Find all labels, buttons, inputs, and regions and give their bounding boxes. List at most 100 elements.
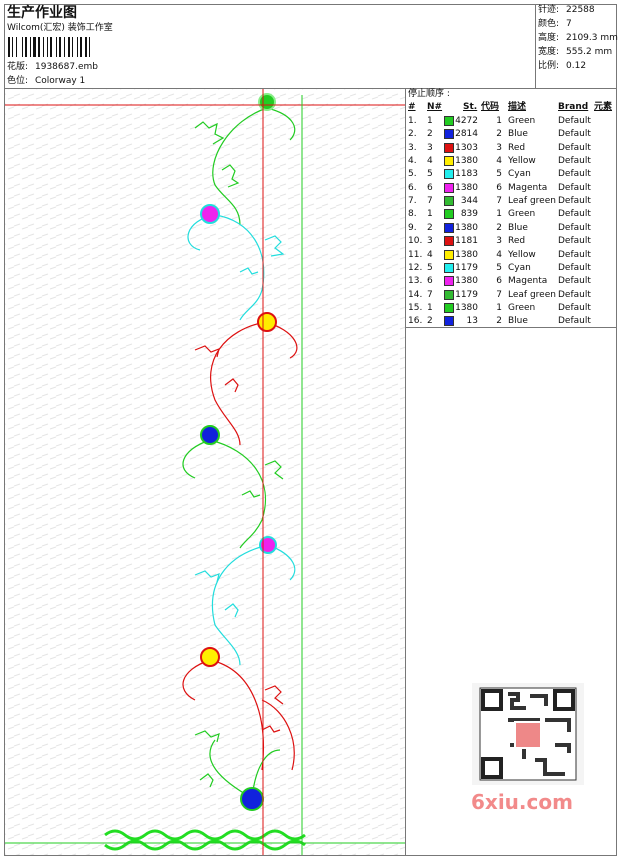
row-stitches: 1380 xyxy=(455,276,478,287)
column-header: 代码 xyxy=(481,102,500,112)
row-description: Yellow xyxy=(508,249,536,260)
row-brand: Default xyxy=(558,316,591,327)
row-needle: 5 xyxy=(427,262,433,273)
file-value: 1938687.emb xyxy=(35,62,98,72)
row-description: Yellow xyxy=(508,156,536,167)
row-stitches: 1380 xyxy=(455,302,478,313)
row-index: 11. xyxy=(408,249,423,260)
watermark: 6xiu.com xyxy=(471,790,573,814)
row-stitches: 1179 xyxy=(455,262,478,273)
color-swatch xyxy=(444,302,454,313)
row-index: 10. xyxy=(408,236,423,247)
row-brand: Default xyxy=(558,182,591,193)
row-index: 5. xyxy=(408,169,417,180)
row-stitches: 839 xyxy=(460,209,478,220)
table-title: 停止顺序 : xyxy=(408,89,450,99)
row-needle: 6 xyxy=(427,276,433,287)
row-stitches: 2814 xyxy=(455,129,478,140)
row-description: Green xyxy=(508,116,536,126)
notes-box xyxy=(405,327,617,856)
barcode-bar xyxy=(59,37,62,57)
barcode-bar xyxy=(84,37,87,57)
row-brand: Default xyxy=(558,196,591,207)
row-needle: 4 xyxy=(427,156,433,167)
color-swatch xyxy=(444,169,454,180)
row-code: 2 xyxy=(496,129,502,140)
border-motif xyxy=(104,829,306,851)
column-header: # xyxy=(408,102,416,112)
design-box xyxy=(4,88,406,856)
color-swatch xyxy=(444,116,454,126)
barcode-bar xyxy=(33,37,37,57)
row-code: 7 xyxy=(496,289,502,300)
row-needle: 7 xyxy=(427,196,433,207)
row-needle: 1 xyxy=(427,209,433,220)
row-code: 2 xyxy=(496,222,502,233)
stat-label: 针迹: xyxy=(538,5,560,15)
row-index: 9. xyxy=(408,222,417,233)
stat-value: 7 xyxy=(566,19,572,29)
row-description: Leaf green xyxy=(508,289,556,300)
column-header: St. xyxy=(463,102,478,112)
studio: Wilcom(汇宏) 装饰工作室 xyxy=(7,23,113,33)
row-index: 6. xyxy=(408,182,417,193)
file-label: 花版: xyxy=(7,62,29,72)
guide-lines xyxy=(4,88,405,855)
row-code: 6 xyxy=(496,276,502,287)
row-code: 5 xyxy=(496,262,502,273)
row-description: Blue xyxy=(508,129,528,140)
row-description: Red xyxy=(508,236,526,247)
row-description: Magenta xyxy=(508,182,548,193)
row-index: 8. xyxy=(408,209,417,220)
color-swatch xyxy=(444,156,454,167)
row-code: 1 xyxy=(496,302,502,313)
row-needle: 3 xyxy=(427,236,433,247)
barcode-bar xyxy=(63,37,65,57)
color-swatch xyxy=(444,236,454,247)
row-brand: Default xyxy=(558,236,591,247)
stat-value: 555.2 mm xyxy=(566,47,613,57)
row-needle: 2 xyxy=(427,316,433,327)
row-stitches: 344 xyxy=(460,196,478,207)
color-swatch xyxy=(444,249,454,260)
row-needle: 4 xyxy=(427,249,433,260)
row-index: 16. xyxy=(408,316,423,327)
barcode-bar xyxy=(16,37,18,57)
color-swatch xyxy=(444,142,454,153)
row-stitches: 1181 xyxy=(455,236,478,247)
stat-label: 颜色: xyxy=(538,19,560,29)
row-brand: Default xyxy=(558,142,591,153)
qr-code xyxy=(472,683,584,785)
column-header: N# xyxy=(427,102,443,112)
row-brand: Default xyxy=(558,129,591,140)
row-needle: 2 xyxy=(427,129,433,140)
row-description: Red xyxy=(508,142,526,153)
row-needle: 1 xyxy=(427,116,433,126)
row-index: 7. xyxy=(408,196,417,207)
row-description: Magenta xyxy=(508,276,548,287)
title: 生产作业图 xyxy=(7,5,77,21)
color-swatch xyxy=(444,276,454,287)
barcode-bar xyxy=(72,37,73,57)
color-swatch xyxy=(444,209,454,220)
row-code: 1 xyxy=(496,116,502,126)
color-swatch xyxy=(444,129,454,140)
row-needle: 6 xyxy=(427,182,433,193)
barcode-bar xyxy=(30,37,31,57)
row-code: 7 xyxy=(496,196,502,207)
barcode-bar xyxy=(56,37,58,57)
row-needle: 1 xyxy=(427,302,433,313)
row-needle: 2 xyxy=(427,222,433,233)
row-needle: 7 xyxy=(427,289,433,300)
stat-label: 高度: xyxy=(538,33,560,43)
barcode-bar xyxy=(50,37,52,57)
row-stitches: 1380 xyxy=(455,222,478,233)
row-description: Blue xyxy=(508,316,528,327)
stat-value: 22588 xyxy=(566,5,595,15)
row-stitches: 4272 xyxy=(455,116,478,126)
color-swatch xyxy=(444,196,454,207)
row-code: 4 xyxy=(496,156,502,167)
column-header: 元素 xyxy=(594,102,613,112)
row-brand: Default xyxy=(558,169,591,180)
barcode-bar xyxy=(77,37,79,57)
